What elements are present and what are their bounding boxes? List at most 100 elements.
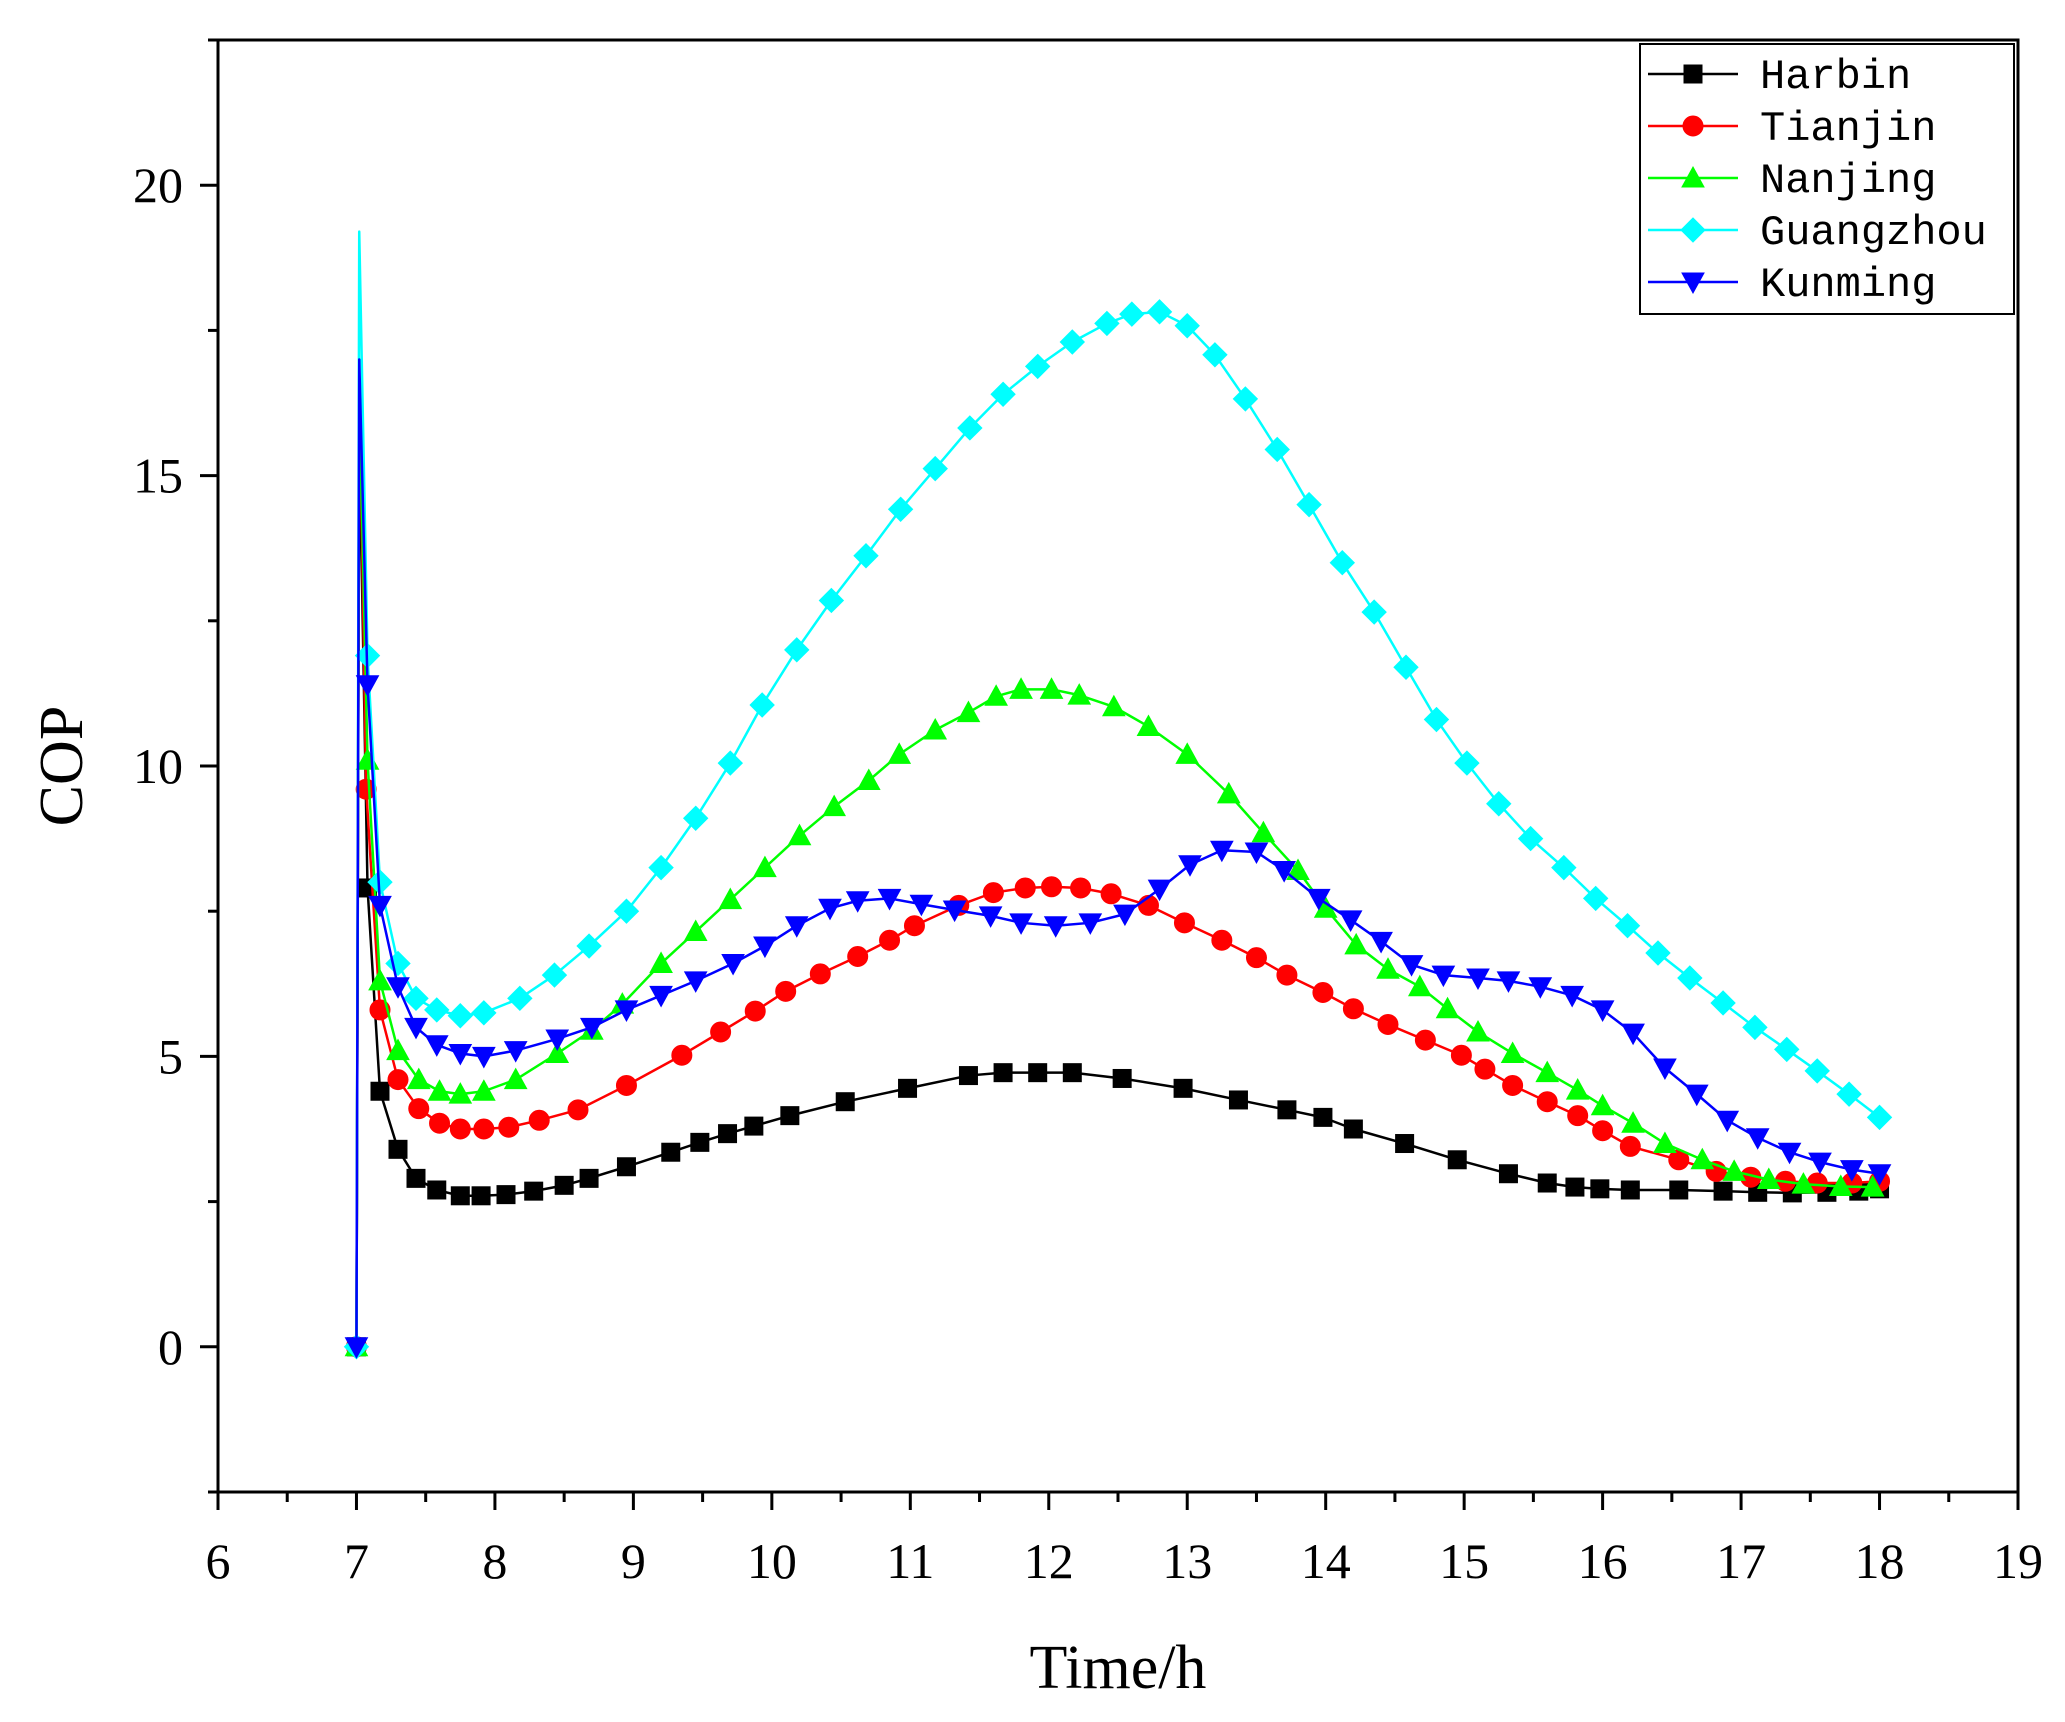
data-point-guangzhou xyxy=(507,985,533,1012)
data-point-harbin xyxy=(1537,1173,1557,1193)
data-point-nanjing xyxy=(1376,957,1400,979)
data-point-nanjing xyxy=(1621,1111,1645,1133)
data-point-tianjin xyxy=(847,946,869,968)
data-point-kunming xyxy=(1078,913,1103,935)
data-point-nanjing xyxy=(448,1082,473,1104)
data-point-guangzhou xyxy=(1202,342,1228,368)
data-point-guangzhou xyxy=(887,496,914,522)
data-point-tianjin xyxy=(809,963,831,985)
data-point-harbin xyxy=(1590,1179,1610,1199)
data-point-kunming xyxy=(1653,1058,1677,1081)
series-line-guangzhou xyxy=(355,230,1881,1347)
y-tick-label: 15 xyxy=(133,448,183,504)
data-point-harbin xyxy=(1395,1134,1415,1154)
data-point-guangzhou xyxy=(1614,913,1641,939)
x-tick-label: 10 xyxy=(747,1533,797,1589)
data-point-harbin xyxy=(554,1175,574,1195)
data-point-kunming xyxy=(1113,904,1137,927)
data-point-harbin xyxy=(427,1180,447,1200)
data-point-guangzhou xyxy=(648,854,674,881)
x-tick-label: 17 xyxy=(1716,1533,1766,1589)
data-point-nanjing xyxy=(1653,1131,1677,1154)
data-point-nanjing xyxy=(1756,1167,1781,1190)
data-point-tianjin xyxy=(1502,1074,1524,1096)
data-point-guangzhou xyxy=(613,898,640,924)
data-point-harbin xyxy=(370,1081,390,1101)
axes: 6 7 8 9 10 11 12 13 14 15 16 17 18 19 0 5 10 15 20 xyxy=(133,38,2043,1589)
data-point-nanjing xyxy=(1408,974,1432,997)
data-point-guangzhou xyxy=(1836,1081,1862,1107)
data-point-guangzhou xyxy=(1329,550,1356,576)
x-tick-label: 19 xyxy=(1993,1533,2043,1589)
data-point-guangzhou xyxy=(403,985,429,1012)
data-point-guangzhou xyxy=(1296,491,1322,518)
data-point-kunming xyxy=(1272,861,1296,883)
data-point-kunming xyxy=(1715,1110,1740,1133)
data-point-harbin xyxy=(471,1186,491,1206)
data-point-tianjin xyxy=(671,1044,693,1066)
data-point-harbin xyxy=(1062,1063,1082,1083)
data-point-guangzhou xyxy=(424,997,450,1023)
data-point-tianjin xyxy=(1041,876,1063,898)
data-point-tianjin xyxy=(1567,1105,1589,1127)
data-point-nanjing xyxy=(1136,714,1161,737)
legend-item-tianjin: Tianjin xyxy=(1648,105,1936,153)
data-point-tianjin xyxy=(1377,1013,1399,1035)
data-point-kunming xyxy=(545,1029,570,1052)
data-point-nanjing xyxy=(887,742,912,764)
data-point-tianjin xyxy=(498,1116,520,1138)
series-line-nanjing xyxy=(355,387,1873,1347)
data-point-harbin xyxy=(835,1092,855,1112)
data-point-harbin xyxy=(898,1078,918,1098)
data-point-guangzhou xyxy=(541,962,568,988)
data-point-harbin xyxy=(1313,1107,1333,1127)
data-point-kunming xyxy=(1840,1160,1864,1182)
data-point-guangzhou xyxy=(1710,990,1736,1016)
series-kunming xyxy=(344,358,1892,1359)
data-point-harbin xyxy=(406,1168,426,1188)
data-point-harbin xyxy=(1112,1068,1132,1088)
data-point-tianjin xyxy=(1276,964,1298,986)
data-point-kunming xyxy=(1399,955,1424,977)
data-point-kunming xyxy=(503,1041,528,1063)
data-point-tianjin xyxy=(1070,877,1092,899)
series-guangzhou xyxy=(343,230,1893,1360)
data-point-harbin xyxy=(388,1139,408,1159)
legend-marker-tianjin xyxy=(1682,115,1704,137)
data-point-guangzhou xyxy=(749,692,775,718)
legend-item-nanjing: Nanjing xyxy=(1648,157,1936,205)
data-point-harbin xyxy=(1447,1150,1467,1170)
data-point-harbin xyxy=(1565,1177,1585,1197)
data-point-kunming xyxy=(753,936,777,959)
data-point-kunming xyxy=(580,1017,604,1040)
x-tick-label: 13 xyxy=(1162,1533,1212,1589)
data-point-nanjing xyxy=(753,855,777,878)
data-point-nanjing xyxy=(1286,858,1310,881)
data-point-nanjing xyxy=(1722,1159,1746,1181)
data-point-nanjing xyxy=(718,887,743,910)
data-point-kunming xyxy=(1306,888,1331,911)
data-point-guangzhou xyxy=(682,805,709,831)
data-point-harbin xyxy=(993,1063,1013,1083)
data-point-kunming xyxy=(1684,1084,1709,1107)
data-point-tianjin xyxy=(1450,1044,1472,1066)
data-point-kunming xyxy=(818,898,842,921)
y-axis-title: COP xyxy=(28,706,96,827)
data-point-guangzhou xyxy=(717,750,744,776)
data-point-kunming xyxy=(1466,968,1490,991)
data-point-kunming xyxy=(978,906,1003,928)
data-point-guangzhou xyxy=(1094,310,1120,337)
data-point-nanjing xyxy=(503,1067,528,1090)
data-point-tianjin xyxy=(387,1069,409,1091)
data-point-tianjin xyxy=(1342,998,1364,1020)
data-point-nanjing xyxy=(427,1079,452,1101)
data-point-kunming xyxy=(1210,840,1234,863)
data-point-tianjin xyxy=(615,1074,637,1096)
data-point-guangzhou xyxy=(1582,885,1609,912)
data-point-tianjin xyxy=(775,980,797,1002)
data-point-nanjing xyxy=(368,968,392,991)
series-tianjin xyxy=(345,369,1891,1358)
data-point-kunming xyxy=(1369,931,1393,954)
x-tick-label: 14 xyxy=(1301,1533,1351,1589)
